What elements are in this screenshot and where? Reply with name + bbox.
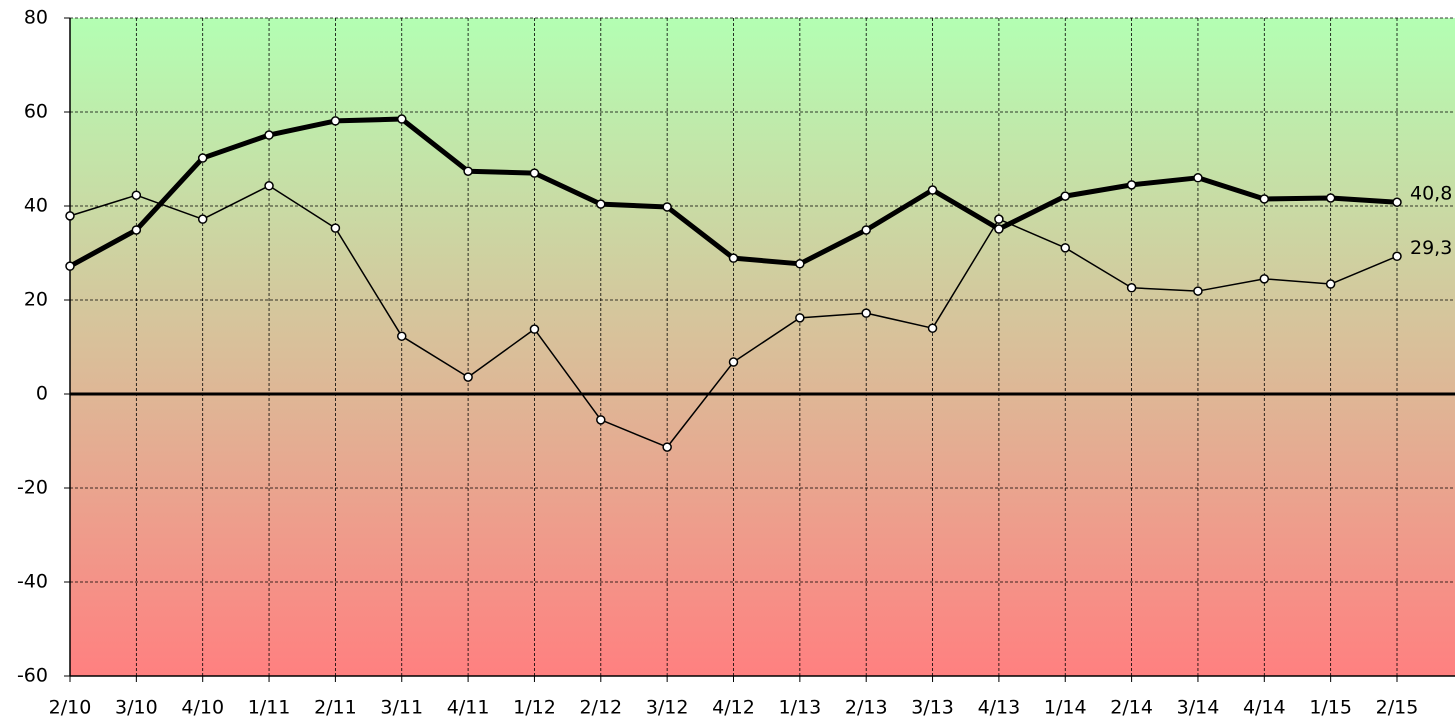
x-tick-label: 1/13 — [779, 697, 822, 719]
point — [397, 331, 407, 341]
point — [131, 190, 142, 200]
point — [1193, 286, 1203, 296]
x-tick-label: 3/12 — [646, 697, 689, 719]
x-tick-label: 4/10 — [181, 697, 224, 719]
plot-background — [70, 18, 1455, 676]
point — [1392, 197, 1402, 207]
x-tick-label: 3/11 — [380, 697, 423, 719]
x-tick-label: 2/12 — [579, 697, 622, 719]
point — [728, 253, 739, 263]
x-tick-label: 4/11 — [447, 697, 490, 719]
point — [529, 168, 540, 178]
x-tick-label: 2/10 — [49, 697, 92, 719]
point — [994, 214, 1004, 224]
y-tick-label: 60 — [24, 101, 48, 123]
point — [927, 185, 938, 195]
point — [1060, 243, 1070, 253]
x-tick-label: 4/14 — [1243, 697, 1286, 719]
point — [1325, 193, 1336, 203]
point — [1126, 283, 1137, 293]
x-tick-label: 1/14 — [1044, 697, 1087, 719]
point — [1325, 279, 1336, 289]
y-tick-label: 0 — [36, 383, 48, 405]
x-tick-label: 2/13 — [845, 697, 888, 719]
point — [861, 225, 871, 235]
point — [264, 130, 274, 140]
point — [1392, 251, 1402, 262]
point — [927, 323, 938, 333]
x-tick-label: 2/11 — [314, 697, 357, 719]
x-tick-label: 1/12 — [513, 697, 556, 719]
point — [795, 259, 805, 269]
point — [1060, 191, 1070, 201]
point — [662, 442, 672, 452]
point — [529, 324, 540, 334]
y-tick-label: 40 — [24, 195, 48, 217]
point — [861, 308, 871, 318]
point — [264, 181, 274, 191]
x-tick-label: 3/14 — [1177, 697, 1220, 719]
y-tick-label: -20 — [17, 477, 48, 499]
x-tick-label: 4/13 — [978, 697, 1021, 719]
point — [330, 116, 341, 126]
x-tick-label: 4/12 — [712, 697, 755, 719]
point — [197, 153, 208, 163]
x-tick-label: 1/15 — [1309, 697, 1352, 719]
point — [1259, 194, 1270, 204]
point — [65, 211, 75, 221]
point — [1126, 180, 1137, 190]
y-tick-label: 20 — [24, 289, 48, 311]
x-tick-label: 3/10 — [115, 697, 158, 719]
value-label: 40,8 — [1410, 183, 1452, 205]
point — [197, 214, 208, 224]
x-tick-label: 2/15 — [1376, 697, 1419, 719]
point — [397, 114, 407, 124]
point — [596, 199, 606, 209]
point — [330, 223, 341, 233]
point — [596, 415, 606, 425]
value-label: 29,3 — [1410, 237, 1452, 259]
point — [728, 357, 739, 367]
point — [65, 261, 75, 271]
x-tick-label: 2/14 — [1110, 697, 1153, 719]
point — [994, 224, 1004, 234]
point — [463, 166, 473, 176]
point — [1193, 173, 1203, 183]
y-tick-label: 80 — [24, 7, 48, 29]
point — [662, 202, 672, 212]
point — [131, 225, 142, 235]
x-tick-label: 1/11 — [248, 697, 291, 719]
y-tick-label: -60 — [17, 665, 48, 687]
x-tick-label: 3/13 — [911, 697, 954, 719]
y-tick-label: -40 — [17, 571, 48, 593]
point — [1259, 274, 1270, 284]
point — [463, 372, 473, 382]
point — [795, 313, 805, 323]
